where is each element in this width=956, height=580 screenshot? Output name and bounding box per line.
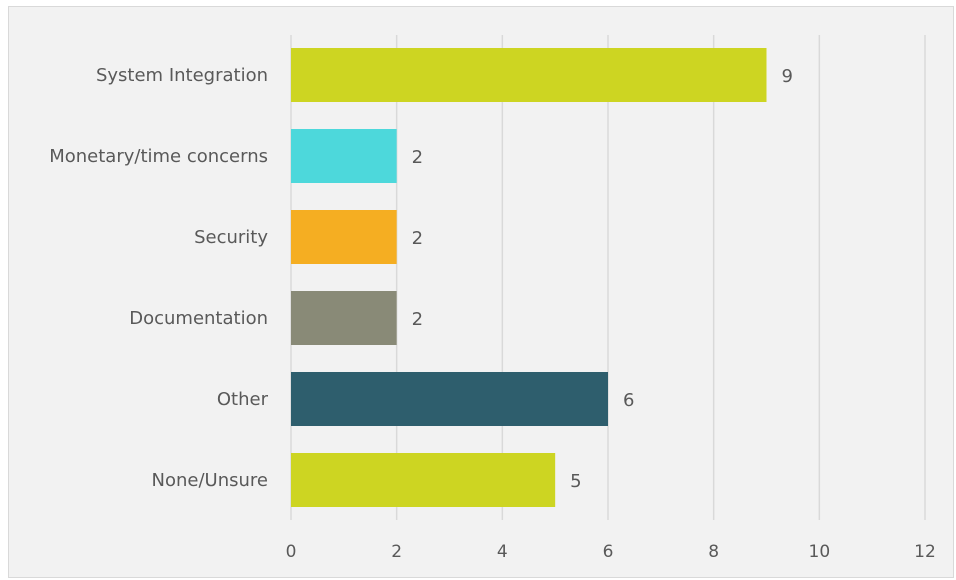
category-label-4: Other xyxy=(217,389,269,410)
gridlines xyxy=(290,35,926,520)
x-tick-label-2: 2 xyxy=(391,542,402,562)
x-tick-label-4: 4 xyxy=(497,542,508,562)
category-label-1: Monetary/time concerns xyxy=(49,146,268,167)
x-tick-label-8: 8 xyxy=(708,542,719,562)
category-label-5: None/Unsure xyxy=(152,470,268,491)
bar-4 xyxy=(291,372,608,426)
x-axis-ticks: 0 2 4 6 8 10 12 xyxy=(286,542,936,562)
category-label-3: Documentation xyxy=(129,308,268,329)
x-tick-label-12: 12 xyxy=(914,542,936,562)
data-label-5: 5 xyxy=(570,471,581,492)
data-label-3: 2 xyxy=(412,309,423,330)
bars xyxy=(291,48,767,507)
bar-0 xyxy=(291,48,767,102)
category-labels: System Integration Monetary/time concerns… xyxy=(49,65,268,491)
bar-5 xyxy=(291,453,556,507)
x-tick-label-6: 6 xyxy=(603,542,614,562)
data-label-0: 9 xyxy=(782,66,793,87)
data-label-1: 2 xyxy=(412,147,423,168)
x-tick-label-10: 10 xyxy=(809,542,831,562)
data-labels: 9 2 2 2 6 5 xyxy=(412,66,793,492)
data-label-2: 2 xyxy=(412,228,423,249)
category-label-2: Security xyxy=(194,227,268,248)
bar-1 xyxy=(291,129,397,183)
category-label-0: System Integration xyxy=(96,65,268,86)
x-tick-label-0: 0 xyxy=(286,542,297,562)
bar-3 xyxy=(291,291,397,345)
bar-2 xyxy=(291,210,397,264)
data-label-4: 6 xyxy=(623,390,634,411)
